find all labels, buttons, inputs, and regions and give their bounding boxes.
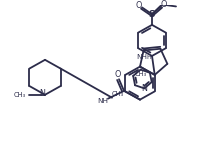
Text: NH: NH — [136, 54, 147, 60]
Text: S: S — [149, 10, 155, 19]
Text: CH₃: CH₃ — [111, 91, 123, 97]
Text: O: O — [161, 0, 167, 9]
Text: N: N — [141, 84, 147, 93]
Text: CH₃: CH₃ — [135, 71, 147, 77]
Text: O: O — [136, 1, 142, 10]
Text: H: H — [146, 55, 151, 60]
Text: CH₃: CH₃ — [14, 92, 26, 98]
Text: N: N — [39, 89, 45, 98]
Text: O: O — [115, 70, 121, 79]
Text: NH: NH — [97, 98, 108, 104]
